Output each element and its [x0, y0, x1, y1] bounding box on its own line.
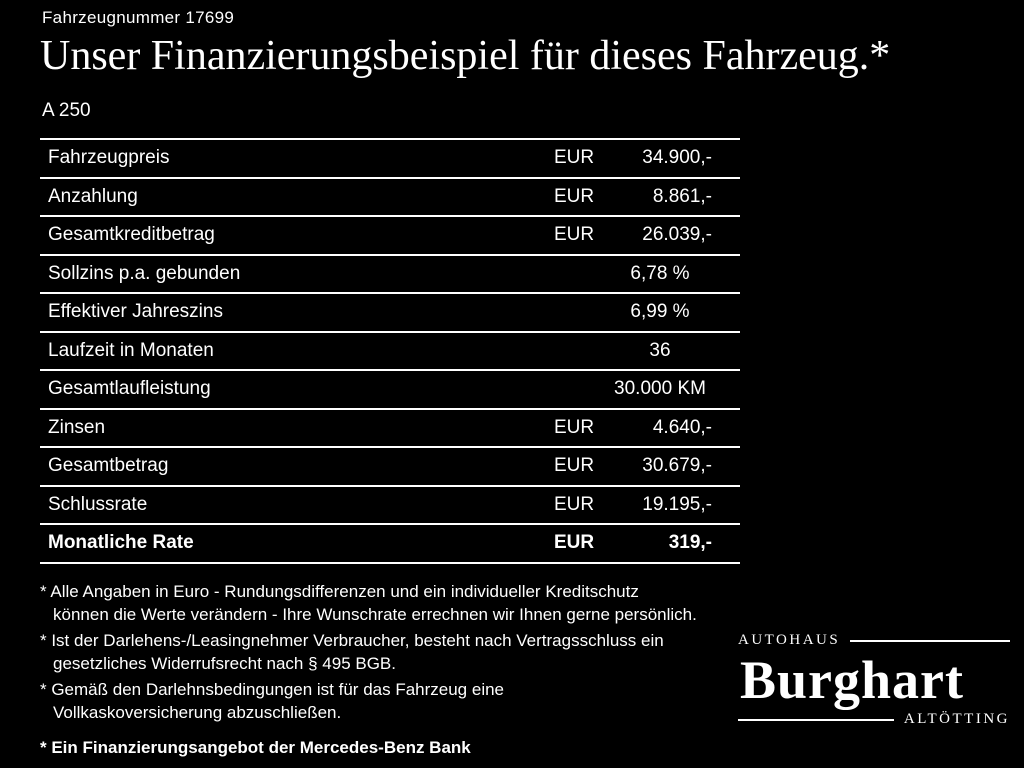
row-value: 30.679,-: [642, 455, 712, 477]
row-label: Anzahlung: [48, 185, 138, 207]
logo-autohaus-label: AUTOHAUS: [738, 632, 841, 648]
row-label: Schlussrate: [48, 493, 148, 515]
row-value-area: 6,78 %: [540, 256, 740, 293]
table-row: Laufzeit in Monaten 36: [40, 330, 740, 370]
row-label: Zinsen: [48, 416, 106, 438]
table-row: Zinsen EUR 4.640,-: [40, 407, 740, 447]
currency-label: EUR: [554, 185, 595, 207]
row-label: Gesamtbetrag: [48, 455, 169, 477]
row-value-area: EUR 30.679,-: [540, 448, 740, 485]
footnote-item: * Gemäß den Darlehnsbedingungen ist für …: [40, 680, 505, 722]
logo-dealer-name: Burghart: [740, 650, 964, 710]
row-value: 19.195,-: [642, 493, 712, 515]
row-value-area: 36: [540, 333, 740, 370]
currency-label: EUR: [554, 493, 595, 515]
currency-label: EUR: [554, 416, 595, 438]
currency-label: EUR: [554, 224, 595, 246]
row-label: Fahrzeugpreis: [48, 147, 170, 169]
table-row: Gesamtlaufleistung 30.000 KM: [40, 369, 740, 408]
row-label: Laufzeit in Monaten: [48, 339, 214, 361]
row-value-area: 6,99 %: [540, 294, 740, 331]
logo-top-rule: [850, 639, 1010, 642]
row-value: 30.000 KM: [614, 378, 706, 400]
currency-label: EUR: [554, 455, 595, 477]
table-row: Anzahlung EUR 8.861,-: [40, 176, 740, 216]
table-row: Gesamtkreditbetrag EUR 26.039,-: [40, 215, 740, 254]
footnote-item: * Alle Angaben in Euro - Rundungsdiffere…: [40, 582, 697, 624]
row-value: 6,78 %: [630, 262, 690, 284]
row-label: Sollzins p.a. gebunden: [48, 262, 241, 284]
row-value-area: EUR 319,-: [540, 525, 740, 562]
row-value-area: EUR 34.900,-: [540, 140, 740, 177]
logo-top-row: AUTOHAUS: [738, 632, 1010, 649]
row-label: Gesamtlaufleistung: [48, 378, 211, 400]
currency-label: EUR: [554, 532, 595, 554]
table-row: Effektiver Jahreszins 6,99 %: [40, 292, 740, 331]
logo-bottom-rule: [738, 718, 894, 721]
row-value: 8.861,-: [652, 185, 712, 207]
model-name: A 250: [42, 100, 91, 121]
logo-bottom-row: ALTÖTTING: [738, 711, 1010, 728]
footnote-item: * Ein Finanzierungsangebot der Mercedes-…: [40, 738, 471, 757]
row-value: 319,-: [668, 532, 712, 554]
row-label: Monatliche Rate: [48, 532, 194, 554]
row-label: Effektiver Jahreszins: [48, 301, 223, 323]
row-value: 6,99 %: [630, 301, 690, 323]
dealer-logo: AUTOHAUS Burghart ALTÖTTING: [738, 632, 1010, 728]
currency-label: EUR: [554, 147, 595, 169]
row-label: Gesamtkreditbetrag: [48, 224, 215, 246]
row-value: 4.640,-: [652, 416, 712, 438]
row-value-area: EUR 4.640,-: [540, 410, 740, 447]
footnotes: * Alle Angaben in Euro - Rundungsdiffere…: [40, 580, 740, 762]
footnote-item: * Ist der Darlehens-/Leasingnehmer Verbr…: [40, 631, 664, 673]
table-row: Sollzins p.a. gebunden 6,78 %: [40, 253, 740, 293]
page-title: Unser Finanzierungsbeispiel für dieses F…: [40, 33, 891, 79]
logo-city-label: ALTÖTTING: [903, 711, 1010, 728]
vehicle-number: Fahrzeugnummer 17699: [42, 8, 235, 27]
finance-table: Fahrzeugpreis EUR 34.900,- Anzahlung EUR…: [40, 138, 740, 564]
row-value: 36: [649, 339, 671, 361]
row-value-area: EUR 26.039,-: [540, 217, 740, 254]
row-value-area: EUR 19.195,-: [540, 487, 740, 524]
row-value-area: EUR 8.861,-: [540, 179, 740, 216]
table-row: Gesamtbetrag EUR 30.679,-: [40, 446, 740, 485]
row-value-area: 30.000 KM: [540, 371, 740, 408]
row-value: 34.900,-: [642, 147, 712, 169]
table-row: Fahrzeugpreis EUR 34.900,-: [40, 138, 740, 177]
row-value: 26.039,-: [642, 224, 712, 246]
table-row: Monatliche Rate EUR 319,-: [40, 523, 740, 562]
table-row: Schlussrate EUR 19.195,-: [40, 484, 740, 524]
